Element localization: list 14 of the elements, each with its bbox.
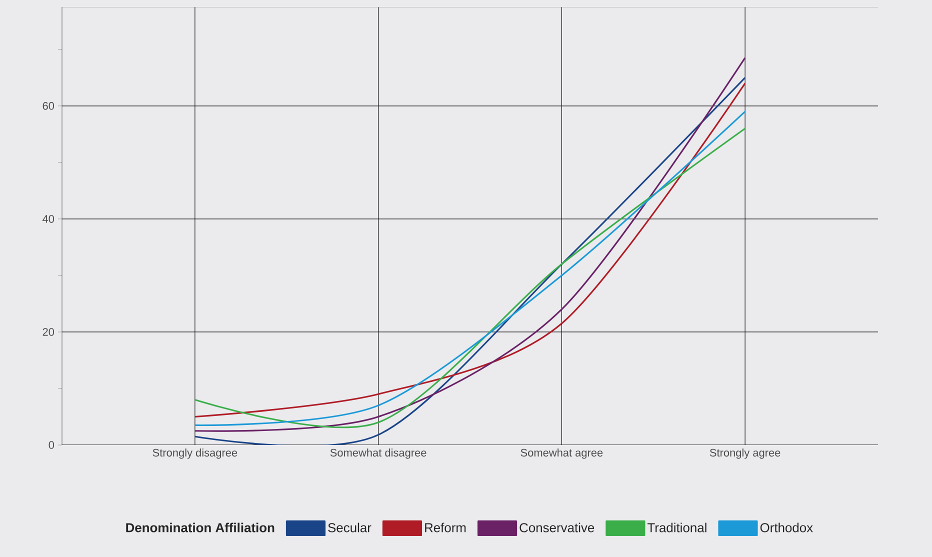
legend-label: Traditional: [648, 522, 706, 532]
legend-label: Reform: [425, 522, 466, 532]
legend-title: Denomination Affiliation: [126, 522, 274, 532]
x-tick-label: Somewhat disagree: [330, 448, 426, 459]
legend-label: Orthodox: [760, 522, 813, 532]
x-tick-label: Strongly agree: [710, 448, 780, 459]
y-tick-label: 20: [42, 328, 54, 336]
legend-label: Secular: [328, 522, 372, 532]
y-tick-label: 60: [42, 102, 54, 110]
legend-label: Conservative: [520, 522, 594, 532]
x-tick-label: Strongly disagree: [152, 448, 238, 459]
x-tick-label: Somewhat agree: [520, 448, 603, 459]
y-tick-label: 0: [48, 441, 54, 449]
y-tick-label: 40: [42, 215, 54, 223]
